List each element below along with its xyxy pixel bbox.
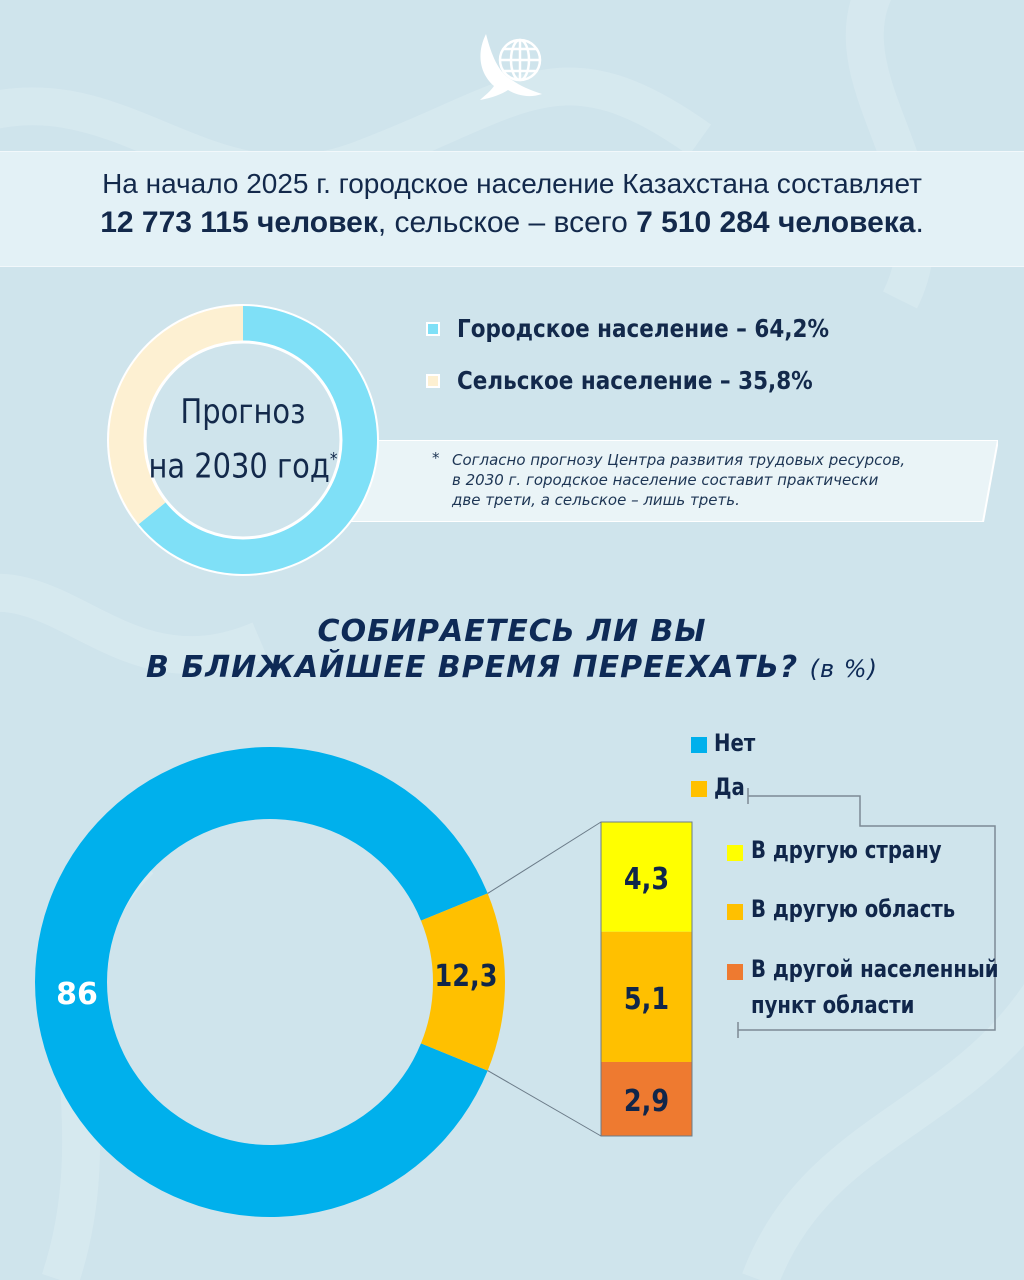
survey-connector-bottom [487,1070,602,1137]
forecast-donut-hole [143,340,343,540]
forecast-label-line-2: на 2030 год* [147,436,339,490]
legend-label-other-place-2: пункт области [751,991,915,1019]
survey-title: СОБИРАЕТЕСЬ ЛИ ВЫ В БЛИЖАЙШЕЕ ВРЕМЯ ПЕРЕ… [0,614,1024,687]
note-line-1: Согласно прогнозу Центра развития трудов… [452,451,906,469]
forecast-label-year: на 2030 год [148,446,330,487]
note-line-2: в 2030 г. городское население составит п… [452,471,879,489]
breakdown-bar-other-region-label: 5,1 [624,981,669,1017]
legend-bracket [738,795,996,1031]
header-line-2: 12 773 115 человек, сельское – всего 7 5… [0,206,1024,240]
breakdown-bar-outline [600,821,693,1137]
header-end-text: . [915,206,924,239]
header-line-1: На начало 2025 г. городское население Ка… [102,168,922,199]
legend-label-yes: Да [714,773,745,801]
rural-count: 7 510 284 человека [636,206,916,239]
note-asterisk: * [432,449,440,467]
legend-label-other-region: В другую область [751,895,956,923]
forecast-label-asterisk: * [329,449,338,470]
header-middle-text: , сельское – всего [377,206,637,239]
header-band: На начало 2025 г. городское население Ка… [0,151,1024,267]
legend-label-urban: Городское население – 64,2% [457,314,830,343]
forecast-slice-rural [109,306,244,525]
urban-count: 12 773 115 человек [100,206,378,239]
survey-connector-top [487,821,602,894]
legend-swatch-yes [691,781,707,797]
survey-slice-yes [420,893,506,1071]
forecast-slice-urban [138,306,377,575]
breakdown-bar-other-region [601,931,692,1062]
breakdown-bar-other-place [601,1061,692,1136]
survey-title-unit: (в %) [809,655,878,683]
survey-title-line-1: СОБИРАЕТЕСЬ ЛИ ВЫ [317,614,707,649]
legend-label-other-place-1: В другой населенный [751,955,999,983]
survey-title-question: В БЛИЖАЙШЕЕ ВРЕМЯ ПЕРЕЕХАТЬ? [146,650,799,685]
breakdown-bar-other-country-label: 4,3 [624,861,669,897]
legend-swatch-other-place [727,964,743,980]
survey-slice-no [35,746,488,1217]
legend-swatch-other-country [727,845,743,861]
eagle-globe-logo [480,34,542,100]
legend-swatch-urban [426,322,440,336]
note-line-3: две трети, а сельское – лишь треть. [452,491,740,509]
forecast-note: Согласно прогнозу Центра развития трудов… [430,450,990,510]
legend-label-rural: Сельское население – 35,8% [457,366,813,395]
legend-label-no: Нет [714,729,756,757]
forecast-donut-center-label: Прогноз на 2030 год* [147,388,339,490]
legend-swatch-rural [426,374,440,388]
legend-swatch-other-region [727,904,743,920]
survey-label-yes: 12,3 [435,958,498,994]
survey-label-no: 86 [56,977,98,1012]
breakdown-bar-other-country [601,822,692,932]
legend-label-other-country: В другую страну [751,836,942,864]
forecast-note-box [338,440,998,522]
breakdown-bar-other-place-label: 2,9 [624,1083,669,1119]
survey-title-line-2: В БЛИЖАЙШЕЕ ВРЕМЯ ПЕРЕЕХАТЬ? (в %) [0,650,1024,687]
forecast-label-line-1: Прогноз [180,392,306,432]
legend-swatch-no [691,737,707,753]
